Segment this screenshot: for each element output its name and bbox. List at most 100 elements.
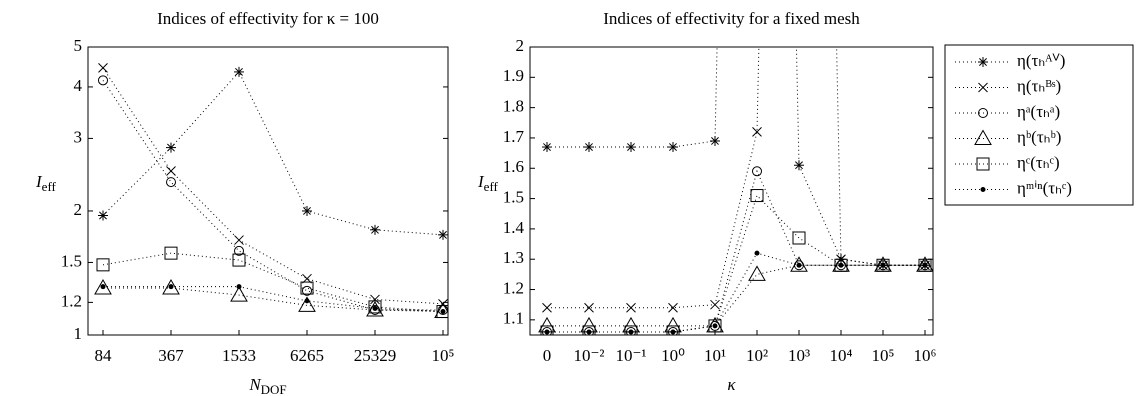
axis-label-sub: eff: [484, 179, 499, 194]
legend-label: ηᵇ(τₕᵇ): [1017, 127, 1061, 146]
marker: [752, 166, 762, 177]
marker-shape: [98, 75, 108, 86]
marker: [668, 142, 678, 153]
y-tick-label: 1.5: [503, 187, 524, 206]
axis-label-main: I: [35, 172, 43, 191]
marker: [304, 298, 310, 304]
marker: [748, 265, 766, 281]
y-tick-label: 1.6: [503, 157, 524, 176]
series-line: [547, 169, 925, 333]
marker: [440, 309, 446, 315]
marker-shape: [440, 309, 446, 315]
marker-stroke: [669, 143, 677, 151]
legend-label: ηᵃ(τₕᵃ): [1017, 102, 1060, 121]
marker: [368, 300, 382, 314]
marker: [754, 250, 760, 256]
marker: [670, 329, 676, 335]
marker-shape: [628, 329, 634, 335]
chart-title: Indices of effectivity for κ = 100: [157, 9, 379, 28]
marker: [978, 108, 988, 118]
legend-label: ηᶜ(τₕᶜ): [1017, 153, 1060, 172]
marker-stroke: [584, 302, 594, 313]
series-line: [103, 286, 444, 313]
marker: [544, 329, 550, 335]
axis-label-sub: DOF: [261, 382, 287, 396]
y-tick-label: 4: [74, 76, 83, 95]
marker-shape: [750, 189, 764, 203]
marker: [98, 75, 108, 86]
marker: [978, 57, 988, 67]
plot-frame: [529, 46, 934, 336]
y-tick-label: 5: [74, 36, 83, 55]
marker-shape: [366, 300, 384, 317]
x-tick-label: 10³: [788, 346, 810, 365]
marker: [234, 245, 244, 256]
axis-label-main: N: [248, 375, 262, 394]
marker-shape: [168, 284, 174, 290]
x-tick-label: 10¹: [704, 346, 726, 365]
marker: [796, 262, 802, 268]
marker-stroke: [752, 127, 762, 137]
marker-stroke: [710, 299, 720, 310]
axis-label-sub: eff: [42, 179, 57, 194]
marker: [752, 127, 762, 137]
marker-stroke: [711, 137, 719, 145]
marker: [234, 66, 244, 77]
marker-stroke: [627, 143, 635, 151]
marker: [794, 160, 804, 171]
y-tick-label: 1.9: [503, 66, 524, 85]
marker-shape: [234, 245, 244, 256]
marker: [750, 189, 764, 203]
marker: [370, 224, 380, 235]
marker-shape: [976, 157, 990, 171]
marker: [792, 231, 806, 245]
marker-shape: [300, 281, 314, 295]
x-tick-label: 25329: [354, 346, 397, 365]
marker: [232, 253, 246, 267]
y-tick-label: 1.8: [503, 97, 524, 116]
marker-shape: [838, 262, 844, 268]
chart-title: Indices of effectivity for a fixed mesh: [603, 9, 860, 28]
marker-shape: [540, 325, 554, 335]
marker-shape: [980, 187, 986, 192]
marker-stroke: [167, 143, 175, 152]
legend-label: η(τₕᴬⱽ): [1017, 51, 1065, 70]
marker-shape: [978, 108, 988, 118]
marker: [302, 205, 312, 216]
marker-stroke: [370, 294, 380, 305]
marker-stroke: [668, 302, 678, 313]
marker-stroke: [99, 211, 107, 220]
marker-stroke: [303, 207, 311, 215]
legend-label: ηᵐⁱⁿ(τₕᶜ): [1017, 178, 1072, 197]
x-tick-label: 10⁵: [872, 346, 895, 365]
marker-shape: [232, 253, 246, 267]
marker-stroke: [585, 143, 593, 151]
x-tick-label: 10²: [746, 346, 768, 365]
marker-stroke: [234, 235, 244, 245]
marker: [438, 229, 448, 240]
marker-shape: [302, 285, 312, 296]
marker-stroke: [235, 67, 243, 76]
axis-label-main: κ: [727, 375, 736, 394]
marker: [540, 325, 554, 335]
marker-shape: [974, 129, 992, 145]
legend-box: [944, 44, 1134, 206]
marker: [628, 329, 634, 335]
x-tick-label: 367: [158, 346, 184, 365]
marker: [584, 142, 594, 153]
marker-shape: [624, 325, 638, 335]
marker-shape: [748, 265, 766, 281]
y-tick-label: 1: [74, 324, 83, 343]
marker-stroke: [439, 230, 447, 239]
marker-shape: [752, 166, 762, 177]
marker-shape: [230, 286, 248, 302]
marker-shape: [304, 298, 310, 304]
marker: [584, 302, 594, 313]
marker-shape: [236, 284, 242, 290]
marker: [168, 284, 174, 290]
x-tick-label: 10⁻²: [573, 346, 604, 365]
x-tick-label: 10⁻¹: [615, 346, 646, 365]
plot-area: [94, 62, 448, 319]
plot-area: [538, 47, 933, 335]
